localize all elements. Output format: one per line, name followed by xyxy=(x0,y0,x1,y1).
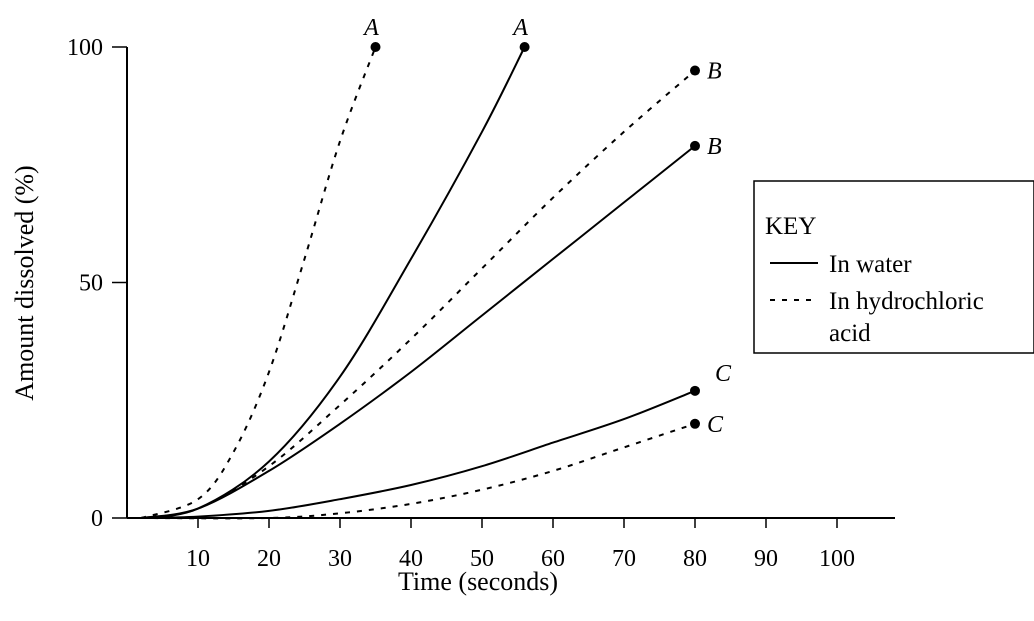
x-tick-label: 10 xyxy=(186,546,210,572)
x-tick-label: 40 xyxy=(399,546,423,572)
series-c-acid-endpoint xyxy=(690,418,700,429)
series-c-acid-label: C xyxy=(707,412,724,438)
x-tick-label: 60 xyxy=(541,546,565,572)
series-layer: A A B B CC xyxy=(140,15,732,520)
legend-box xyxy=(753,180,1034,354)
y-tick-label: 50 xyxy=(79,271,103,297)
series-c-acid-line xyxy=(141,422,696,520)
x-axis-ticks: 10 20 30 40 50 60 70 80 90 100 xyxy=(186,518,855,572)
series-b-water-label: B xyxy=(707,134,722,160)
x-tick-label: 70 xyxy=(612,546,636,572)
legend-title: KEY xyxy=(765,213,816,240)
series-b-acid-endpoint xyxy=(690,65,700,76)
series-b-water-line xyxy=(141,145,696,519)
series-a-acid-label: A xyxy=(362,15,379,41)
x-tick-label: 20 xyxy=(257,546,281,572)
legend-label-acid-continued: acid xyxy=(829,320,871,347)
y-axis-ticks: 0 50 100 xyxy=(67,35,127,532)
y-tick-label: 0 xyxy=(91,506,103,532)
series-b-water-endpoint xyxy=(690,140,700,151)
x-tick-label: 80 xyxy=(683,546,707,572)
series-c-water-line xyxy=(141,389,696,519)
legend-label-acid: In hydrochloric xyxy=(829,288,984,315)
legend-label-water: In water xyxy=(829,251,912,278)
y-axis-title: Amount dissolved (%) xyxy=(10,165,39,400)
series-b-acid-line xyxy=(141,69,696,519)
x-tick-label: 50 xyxy=(470,546,494,572)
x-axis-title: Time (seconds) xyxy=(398,567,558,596)
series-a-water-label: A xyxy=(511,15,528,41)
y-tick-label: 100 xyxy=(67,35,103,61)
series-a-acid-line xyxy=(140,46,377,519)
series-b-acid-label: B xyxy=(707,59,722,85)
series-c-water-endpoint xyxy=(690,385,700,396)
legend: KEY In water In hydrochloric acid xyxy=(753,180,1034,354)
x-tick-label: 100 xyxy=(819,546,855,572)
x-tick-label: 90 xyxy=(754,546,778,572)
series-a-acid-endpoint xyxy=(370,42,381,52)
series-a-water-endpoint xyxy=(519,42,530,52)
series-c-water-label: C xyxy=(715,361,732,387)
x-tick-label: 30 xyxy=(328,546,352,572)
